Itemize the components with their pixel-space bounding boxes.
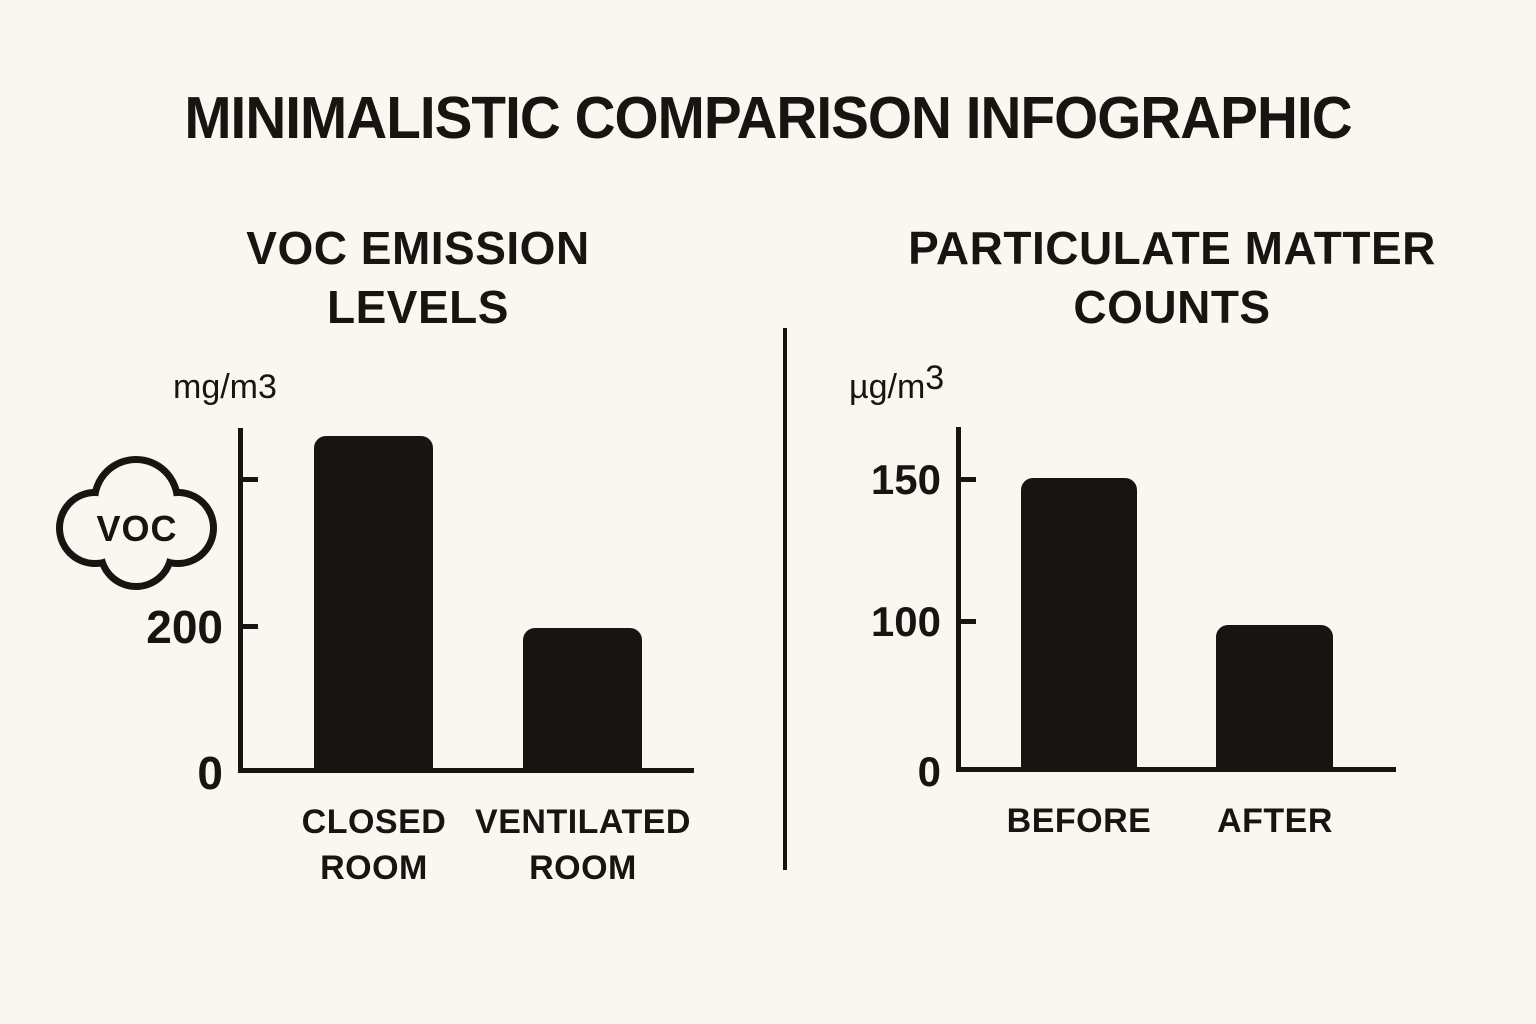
- y-axis-unit-label: mg/m3: [173, 368, 277, 407]
- y-tick-label-0: 0: [197, 747, 223, 799]
- y-tick-150: [960, 477, 976, 483]
- y-axis-line: [956, 427, 961, 772]
- voc-cloud-fill: [63, 463, 210, 583]
- category-label-closed-room: CLOSED ROOM: [301, 803, 447, 887]
- category-label-before: BEFORE: [1006, 802, 1152, 840]
- bar-after: [1216, 625, 1333, 770]
- x-axis-line: [238, 768, 694, 773]
- y-tick-label-100: 100: [870, 597, 941, 645]
- page-title-text: MINIMALISTIC COMPARISON INFOGRAPHIC: [184, 85, 1352, 151]
- y-axis-unit-label: µg/m3: [849, 359, 944, 407]
- y-tick-label-150: 150: [870, 456, 941, 504]
- bar-before: [1021, 478, 1137, 770]
- chart-title: VOC EMISSION LEVELS: [246, 222, 590, 333]
- category-label-ventilated-room: VENTILATED ROOM: [475, 803, 691, 887]
- unit-text: mg/m3: [173, 368, 277, 406]
- y-tick-label-200: 200: [146, 601, 223, 654]
- chart-title: PARTICULATE MATTER COUNTS: [908, 222, 1436, 333]
- chart-voc-emission: VOC EMISSION LEVELS mg/m3 VOC 0 200 CLOSED…: [56, 222, 694, 887]
- y-tick-100: [960, 618, 976, 624]
- plot-area: 0 100 150 BEFORE AFTER: [871, 427, 1396, 840]
- plot-area: 0 200 CLOSED ROOM VENTILATED ROOM: [146, 428, 694, 887]
- x-axis-line: [956, 767, 1396, 772]
- y-tick-200: [242, 624, 258, 630]
- y-tick-400: [242, 477, 258, 483]
- unit-text: µg/m: [849, 368, 926, 406]
- chart-particulate-matter: PARTICULATE MATTER COUNTS µg/m3 0 100 150 B…: [785, 0, 1536, 1024]
- vertical-divider: [783, 328, 787, 870]
- bar-closed-room: [314, 436, 433, 771]
- bar-ventilated-room: [523, 628, 642, 771]
- voc-cloud-icon: VOC: [56, 456, 217, 590]
- page-title: MINIMALISTIC COMPARISON INFOGRAPHIC: [0, 84, 1536, 152]
- unit-exponent: 3: [925, 359, 945, 397]
- voc-cloud-label: VOC: [96, 508, 177, 549]
- y-axis-line: [238, 428, 243, 773]
- category-label-after: AFTER: [1217, 802, 1333, 840]
- y-tick-label-0: 0: [917, 748, 941, 795]
